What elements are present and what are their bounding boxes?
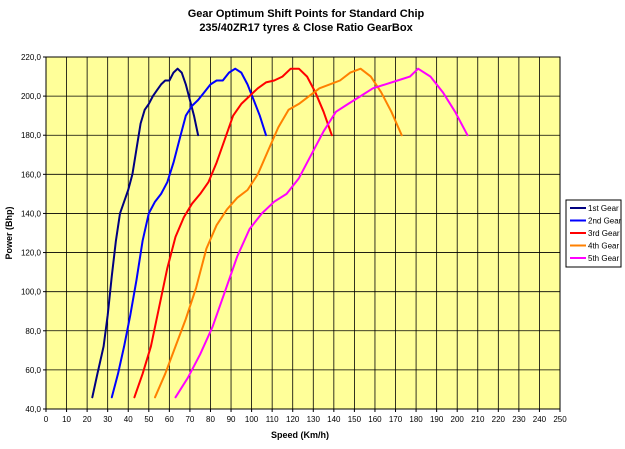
series-line-2 — [110, 67, 267, 399]
y-tick-label: 140,0 — [21, 209, 42, 218]
x-tick-label: 20 — [83, 415, 92, 424]
y-tick-label: 100,0 — [21, 288, 42, 297]
y-tick-label: 180,0 — [21, 131, 42, 140]
x-tick-label: 130 — [307, 415, 321, 424]
y-tick-label: 220,0 — [21, 53, 42, 62]
legend-label: 3rd Gear — [588, 229, 620, 238]
x-tick-label: 160 — [368, 415, 382, 424]
x-tick-label: 170 — [389, 415, 403, 424]
legend: 1st Gear 2nd Gear 3rd Gear 4th Gear 5th Gear — [565, 199, 622, 268]
legend-label: 2nd Gear — [588, 217, 622, 226]
grid-lines — [46, 57, 560, 409]
x-tick-label: 70 — [185, 415, 194, 424]
x-tick-label: 30 — [103, 415, 112, 424]
x-axis: 0 10 20 30 40 50 60 70 80 90 100 110 120 130 140 150 160… — [44, 409, 567, 424]
x-tick-label: 90 — [227, 415, 236, 424]
x-tick-label: 190 — [430, 415, 444, 424]
y-tick-label: 40,0 — [25, 405, 41, 414]
series-line-3 — [133, 67, 333, 399]
series-lines — [91, 67, 469, 399]
x-tick-label: 80 — [206, 415, 215, 424]
x-tick-label: 40 — [124, 415, 133, 424]
x-tick-label: 250 — [553, 415, 567, 424]
series-line-1 — [91, 67, 200, 399]
y-tick-label: 200,0 — [21, 92, 42, 101]
x-tick-label: 110 — [266, 415, 279, 424]
x-tick-label: 220 — [492, 415, 506, 424]
y-tick-label: 60,0 — [25, 366, 41, 375]
x-tick-label: 210 — [471, 415, 485, 424]
y-tick-label: 80,0 — [25, 327, 41, 336]
y-axis: 40,0 60,0 80,0 100,0 120,0 140,0 160,0 180,0 200… — [21, 53, 46, 414]
plot-area — [45, 56, 561, 410]
y-axis-label: Power (Bhp) — [4, 206, 14, 259]
chart-title: Gear Optimum Shift Points for Standard C… — [188, 8, 425, 20]
chart-subtitle: 235/40ZR17 tyres & Close Ratio GearBox — [199, 22, 413, 34]
x-tick-label: 140 — [327, 415, 341, 424]
x-tick-label: 120 — [286, 415, 300, 424]
y-tick-label: 120,0 — [21, 249, 42, 258]
x-tick-label: 60 — [165, 415, 174, 424]
y-tick-label: 160,0 — [21, 170, 42, 179]
legend-label: 1st Gear — [588, 204, 619, 213]
x-tick-label: 230 — [512, 415, 526, 424]
x-tick-label: 180 — [409, 415, 423, 424]
x-tick-label: 50 — [144, 415, 153, 424]
series-line-4 — [154, 67, 403, 399]
x-tick-label: 10 — [62, 415, 71, 424]
x-axis-label: Speed (Km/h) — [271, 430, 329, 440]
x-tick-label: 150 — [348, 415, 362, 424]
legend-label: 4th Gear — [588, 242, 619, 251]
series-line-5 — [174, 67, 469, 399]
x-tick-label: 0 — [44, 415, 49, 424]
x-tick-label: 100 — [245, 415, 259, 424]
x-tick-label: 200 — [451, 415, 465, 424]
legend-label: 5th Gear — [588, 254, 619, 263]
x-tick-label: 240 — [533, 415, 547, 424]
